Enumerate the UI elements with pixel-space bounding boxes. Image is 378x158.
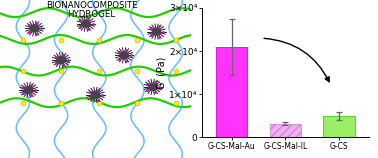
Bar <box>270 124 301 137</box>
Circle shape <box>82 20 90 27</box>
Circle shape <box>91 91 100 98</box>
Circle shape <box>149 83 157 90</box>
Y-axis label: G' (Pa): G' (Pa) <box>156 57 166 89</box>
Circle shape <box>30 25 39 32</box>
Circle shape <box>57 57 65 64</box>
Bar <box>324 116 355 137</box>
Circle shape <box>120 52 128 59</box>
Text: HYDROGEL: HYDROGEL <box>68 10 116 19</box>
Bar <box>216 47 247 137</box>
Circle shape <box>25 87 33 94</box>
Circle shape <box>152 28 161 35</box>
Text: BIONANOCOMPOSITE: BIONANOCOMPOSITE <box>46 1 138 10</box>
